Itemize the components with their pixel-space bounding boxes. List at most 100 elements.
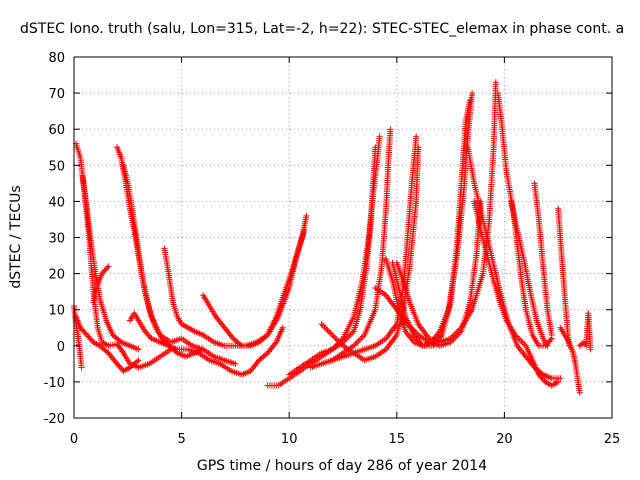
data-point [330,333,337,340]
series-s15 [329,133,420,364]
data-point [263,333,270,340]
data-point [332,335,339,342]
data-point [321,324,328,331]
series-s25 [555,205,572,349]
data-point [232,360,239,367]
data-point [85,333,92,340]
series-s27 [576,310,594,353]
data-point [323,325,330,332]
x-tick-label: 15 [389,432,406,447]
data-point [320,322,327,329]
data-point [547,337,554,344]
data-point [100,269,107,276]
series-s4 [73,313,142,375]
data-point [105,263,112,270]
data-point [279,324,286,331]
y-tick-label: 10 [48,304,65,319]
x-tick-label: 0 [70,432,78,447]
data-point [324,327,331,334]
data-point [466,97,473,104]
series-s7 [120,162,239,367]
data-point [116,337,123,344]
data-point [145,332,152,339]
y-tick-label: -20 [44,412,65,427]
data-point [104,264,111,271]
y-tick-label: 60 [48,123,65,138]
series-s8 [126,310,207,360]
data-point [358,335,365,342]
x-axis: 0 5 10 15 20 25 [70,57,620,447]
chart-title: dSTEC Iono. truth (salu, Lon=315, Lat=-2… [20,21,624,37]
data-point [134,358,141,365]
data-point [77,324,84,331]
data-point [83,331,90,338]
x-tick-label: 10 [281,432,298,447]
y-tick-label: 50 [48,159,65,174]
data-point [82,330,89,337]
data-point [117,365,124,372]
data-point [327,330,334,337]
data-point [326,328,333,335]
data-point [346,333,353,340]
data-point [356,336,363,343]
data-point [469,90,476,97]
data-point [114,360,121,367]
series-s10 [200,227,308,349]
y-axis: -20 -10 0 10 20 30 40 50 60 70 80 [44,51,612,427]
series-s5 [90,263,112,306]
data-point [81,329,88,336]
data-point [387,126,394,133]
data-point [200,346,207,353]
data-point [519,339,526,346]
data-point [352,341,359,348]
series-s23 [507,198,551,349]
grid [74,57,612,418]
data-point [355,338,362,345]
series-s24 [531,180,555,338]
x-tick-label: 5 [177,432,185,447]
data-point [492,79,499,86]
data-point [98,270,105,277]
data-point [376,133,383,140]
data-point [135,346,142,353]
data-point [143,329,150,336]
data-point [147,334,154,341]
data-point [303,212,310,219]
series-s9 [161,212,310,349]
data-point [301,227,308,234]
series-s26 [557,324,583,396]
series-s3 [71,303,85,371]
data-point [544,342,551,349]
y-tick-label: 30 [48,232,65,247]
data-point [103,348,110,355]
data-point [78,364,85,371]
x-tick-label: 25 [604,432,621,447]
data-point [102,266,109,273]
data-marks [71,79,594,396]
data-point [329,331,336,338]
data-point [546,338,553,345]
series-s13 [307,126,394,371]
data-point [518,338,525,345]
data-point [548,331,555,338]
data-point [142,328,149,335]
data-point [115,362,122,369]
series-s17 [389,97,473,349]
y-axis-label: dSTEC / TECUs [8,185,24,288]
data-point [135,357,142,364]
data-point [87,336,94,343]
data-point [587,346,594,353]
x-tick-label: 20 [496,432,513,447]
y-tick-label: 80 [48,51,65,66]
data-point [237,341,244,348]
data-point [372,144,379,151]
data-point [101,267,108,274]
data-point [576,389,583,396]
y-tick-label: 0 [57,340,65,355]
data-point [557,375,564,382]
series-s19 [372,198,484,349]
y-tick-label: 70 [48,87,65,102]
data-point [116,363,123,370]
data-point [80,327,87,334]
